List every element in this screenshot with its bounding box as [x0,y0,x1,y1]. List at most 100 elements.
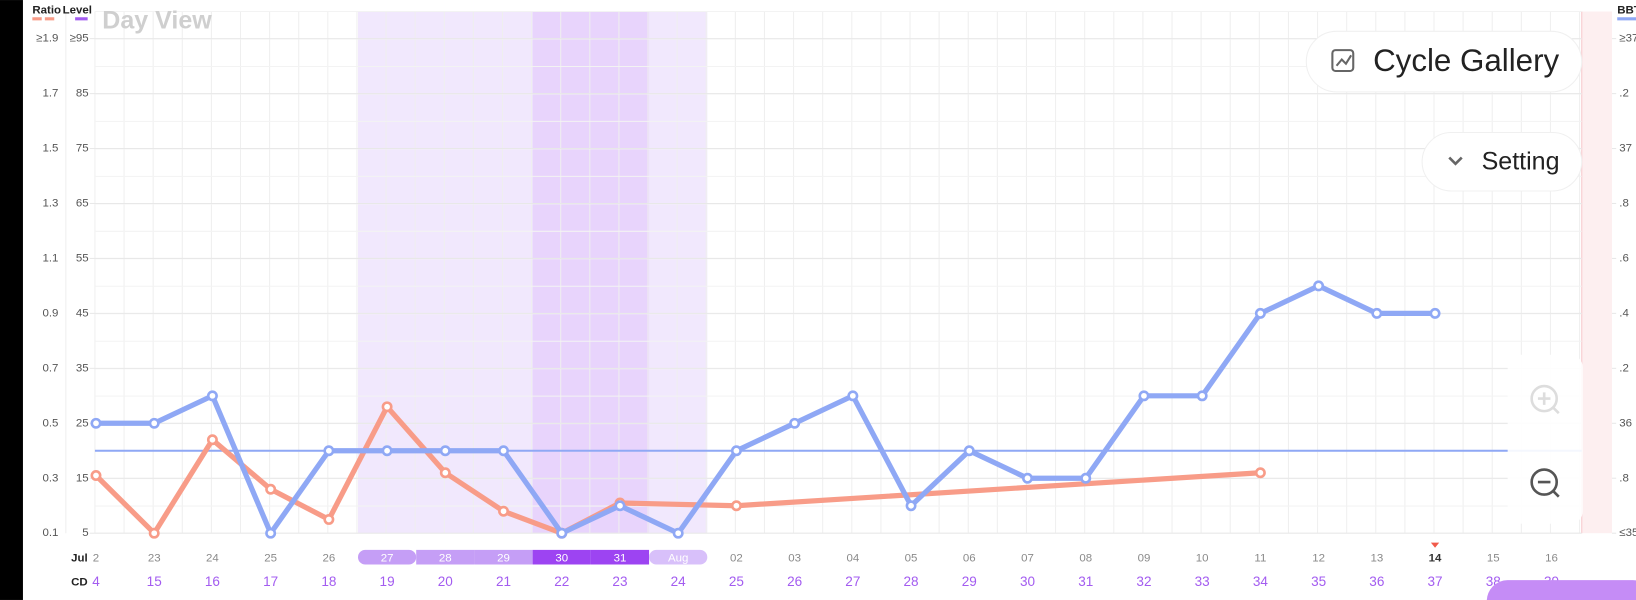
data-point [381,445,393,457]
cycle-day: 35 [1311,574,1326,589]
data-point [439,467,451,479]
date-label: 27 [381,552,394,564]
legend-bbt: BBT [1617,4,1636,16]
level-tick-label: 25 [76,417,89,429]
data-point [1313,280,1325,292]
date-label: 23 [148,552,161,564]
button-label[interactable]: Setting [1482,147,1560,175]
cycle-day: 15 [147,574,162,589]
ratio-tick-label: 1.7 [42,88,58,100]
data-point [323,513,335,525]
date-label: 12 [1312,552,1325,564]
zoom-out-icon[interactable] [1530,468,1559,496]
date-pill [532,549,591,565]
data-point [1138,390,1150,402]
series-line [94,404,1261,536]
button-bg[interactable] [1421,132,1583,192]
data-point [498,505,510,517]
data-point [323,445,335,457]
cycle-day: 18 [321,574,336,589]
data-point [672,527,684,539]
cycle-day: 30 [1020,574,1035,589]
plot: ≥95 85 75 65 55 45 35 25 15 5 ≥1.9 1.7 1.5 1.3 1.1 0.9 0… [32,4,1636,589]
data-point [206,390,218,402]
bbt-tick-label: .8 [1619,198,1629,210]
date-label: 31 [614,552,627,564]
level-tick-label: 15 [76,472,89,484]
data-point [1022,472,1033,484]
gallery-icon-line [1335,54,1353,67]
ratio-tick-label: 0.3 [42,472,58,484]
date-label: 30 [555,552,568,564]
date-label: 25 [264,552,277,564]
bbt-tick-label: .2 [1619,88,1629,100]
date-label: 03 [788,552,801,564]
gallery-icon [1331,49,1355,73]
data-point [265,483,277,495]
data-point [1371,307,1383,319]
data-point [498,445,510,457]
date-label: 16 [1545,552,1558,564]
ratio-tick-label: ≥1.9 [36,33,58,45]
data-point [90,470,102,481]
zoom-in-glyph [1537,392,1560,415]
date-label: 11 [1254,552,1266,564]
date-pill [474,549,533,565]
bbt-tick-label: 36 [1619,417,1632,429]
data-point [556,527,568,539]
today-marker [1430,542,1440,548]
cycle-gallery-button[interactable]: Cycle Gallery [1305,30,1583,93]
data-point [730,500,742,512]
ratio-tick-label: 0.1 [42,527,58,539]
ratio-tick-label: 0.9 [42,307,58,319]
date-label: 08 [1079,552,1092,564]
date-label: 09 [1138,552,1151,564]
cd-label: CD [71,576,88,588]
ratio-tick-label: 1.1 [42,252,58,264]
date-label: 06 [963,552,976,564]
cycle-day: 31 [1078,574,1093,589]
date-label: 07 [1021,552,1034,564]
date-pill [590,549,650,565]
peak-shade [532,11,650,534]
cycle-day: 34 [1253,574,1269,589]
data-point [148,417,160,429]
cycle-day: 36 [1369,574,1384,589]
data-point [963,445,975,457]
left-edge [0,0,23,600]
cycle-day: 26 [787,574,802,589]
data-point [1254,467,1266,479]
zoom-in[interactable] [1530,384,1560,415]
data-point [614,500,626,512]
level-tick-label: 35 [76,362,89,374]
legend-level: Level [63,4,92,16]
level-tick-label: 65 [76,198,89,210]
bbt-tick-label: .4 [1619,307,1629,319]
cycle-day: 24 [671,574,687,589]
data-point [847,390,859,402]
button-label[interactable]: Cycle Gallery [1373,43,1559,78]
date-label: 10 [1196,552,1209,564]
data-point [1254,307,1266,319]
button-bg[interactable] [1305,30,1583,93]
setting-button[interactable]: Setting [1421,132,1583,192]
zoom-in-icon[interactable] [1530,384,1559,413]
date-label: 28 [439,552,452,564]
cycle-day: 17 [263,574,278,589]
date-pill [357,549,417,565]
level-tick-label: 75 [76,143,89,155]
add-button[interactable] [1486,580,1636,600]
date-label: 2 [93,552,99,564]
bbt-tick-label: .2 [1619,362,1629,374]
cycle-day: 28 [904,574,919,589]
date-pill [649,549,708,565]
bbt-tick-label: ≥37.4 [1619,33,1636,45]
date-label: 05 [905,552,918,564]
cycle-day: 27 [845,574,860,589]
bbt-tick-label: .6 [1619,252,1629,264]
zoom-out[interactable] [1530,468,1560,498]
level-tick-label: 45 [76,307,89,319]
period-strip [1581,11,1613,534]
ratio-tick-label: 1.5 [42,143,58,155]
